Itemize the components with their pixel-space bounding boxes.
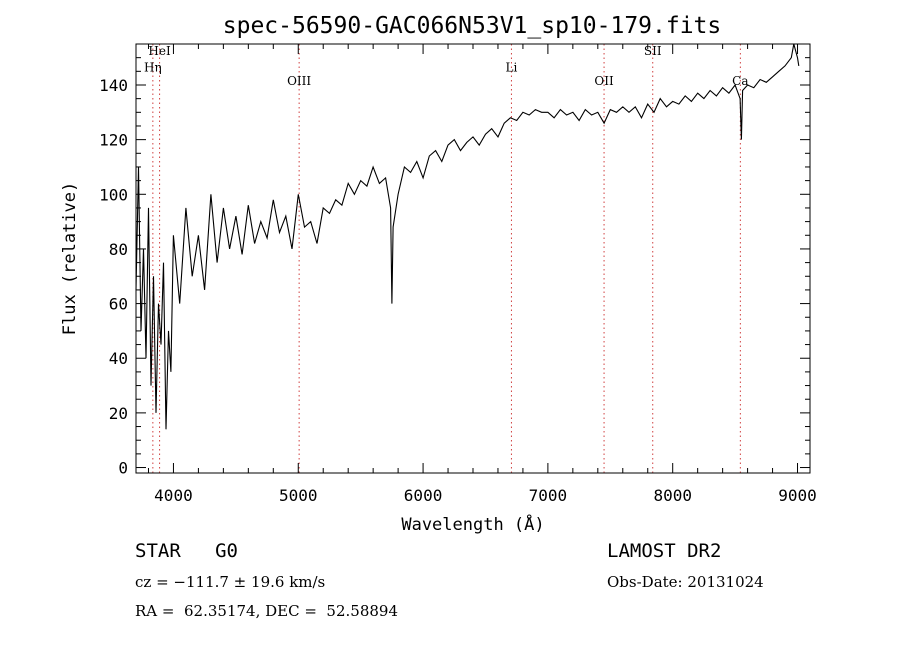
x-tick-label: 8000: [653, 486, 692, 505]
redshift-label: cz = −111.7 ± 19.6 km/s: [135, 573, 326, 591]
plot-frame: [135, 43, 811, 474]
marker-label-6: Ca: [732, 74, 748, 88]
marker-label-2: OIII: [287, 74, 311, 88]
coordinates-label: RA = 62.35174, DEC = 52.58894: [135, 602, 399, 620]
marker-label-3: Li: [506, 60, 518, 74]
x-tick-label: 5000: [279, 486, 318, 505]
marker-label-5: SII: [644, 44, 662, 58]
survey-label: LAMOST DR2: [607, 540, 722, 562]
x-tick-label: 6000: [404, 486, 443, 505]
obs-date-label: Obs-Date: 20131024: [607, 573, 764, 591]
y-tick-label: 60: [109, 295, 128, 314]
x-tick-label: 9000: [778, 486, 817, 505]
y-tick-label: 100: [99, 185, 128, 204]
x-axis-label: Wavelength (Å): [401, 513, 544, 535]
y-tick-label: 140: [99, 76, 128, 95]
y-axis-label: Flux (relative): [60, 182, 80, 336]
object-type-label: STAR G0: [135, 540, 238, 562]
x-tick-label: 7000: [529, 486, 568, 505]
marker-label-0: HeI: [148, 44, 171, 58]
y-tick-label: 0: [118, 459, 128, 478]
marker-label-1: Hη: [144, 60, 162, 74]
chart-title: spec-56590-GAC066N53V1_sp10-179.fits: [223, 13, 722, 39]
y-tick-label: 120: [99, 131, 128, 150]
y-tick-label: 40: [109, 349, 128, 368]
y-tick-label: 80: [109, 240, 128, 259]
marker-label-4: OII: [594, 74, 614, 88]
x-tick-label: 4000: [154, 486, 193, 505]
y-tick-label: 20: [109, 404, 128, 423]
spectrum-line: [135, 43, 800, 430]
